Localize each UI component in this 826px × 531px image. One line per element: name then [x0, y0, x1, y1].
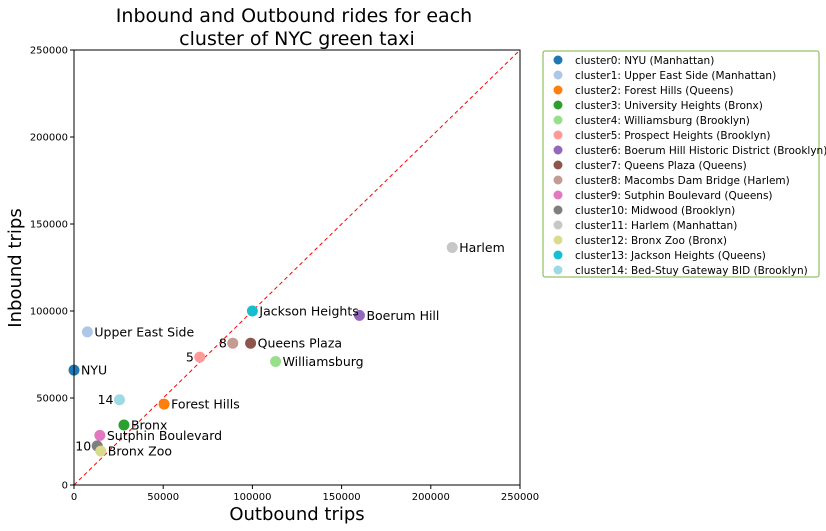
- y-tick-label: 200000: [30, 133, 68, 144]
- legend-marker-cluster6: [553, 145, 563, 155]
- legend-marker-cluster4: [553, 115, 563, 125]
- point-cluster5: [194, 351, 206, 363]
- point-label-cluster3: Bronx: [131, 417, 167, 432]
- point-cluster4: [270, 355, 282, 367]
- point-cluster11: [446, 241, 458, 253]
- point-label-cluster5: 5: [186, 350, 194, 365]
- legend-marker-cluster10: [553, 205, 563, 215]
- chart-title-line-1: Inbound and Outbound rides for each: [116, 5, 472, 27]
- y-tick-label: 100000: [30, 307, 68, 318]
- point-label-cluster14: 14: [98, 392, 114, 407]
- legend-marker-cluster14: [553, 265, 563, 275]
- point-label-cluster6: Boerum Hill: [366, 308, 439, 323]
- point-cluster1: [81, 326, 93, 338]
- legend-label-cluster0: cluster0: NYU (Manhattan): [575, 55, 714, 67]
- reference-diagonal-line: [73, 49, 521, 486]
- x-tick-label: 0: [71, 492, 77, 503]
- point-label-cluster8: 8: [219, 336, 227, 351]
- legend-label-cluster6: cluster6: Boerum Hill Historic District …: [575, 145, 826, 157]
- y-tick-label: 50000: [36, 394, 68, 405]
- point-cluster14: [113, 394, 125, 406]
- point-cluster6: [353, 309, 365, 321]
- chart-title-line-2: cluster of NYC green taxi: [179, 28, 415, 50]
- point-label-cluster2: Forest Hills: [171, 397, 240, 412]
- x-tick-label: 50000: [147, 492, 179, 503]
- y-axis-label: Inbound trips: [5, 208, 26, 327]
- legend-label-cluster4: cluster4: Williamsburg (Brooklyn): [575, 115, 750, 127]
- point-label-cluster1: Upper East Side: [94, 324, 194, 339]
- point-cluster3: [118, 419, 130, 431]
- legend-label-cluster14: cluster14: Bed-Stuy Gateway BID (Brookly…: [575, 265, 808, 277]
- point-cluster7: [245, 337, 257, 349]
- point-label-cluster4: Williamsburg: [283, 354, 364, 369]
- y-tick-label: 150000: [30, 220, 68, 231]
- point-cluster2: [158, 398, 170, 410]
- plot-frame: [73, 49, 521, 486]
- point-cluster13: [246, 305, 258, 317]
- point-label-cluster10: 10: [75, 438, 91, 453]
- x-tick-label: 250000: [501, 492, 539, 503]
- legend-label-cluster12: cluster12: Bronx Zoo (Bronx): [575, 235, 727, 247]
- x-axis-label: Outbound trips: [229, 504, 364, 525]
- legend-label-cluster2: cluster2: Forest Hills (Queens): [575, 85, 733, 97]
- point-label-cluster13: Jackson Heights: [258, 304, 358, 319]
- point-label-cluster9: Sutphin Boulevard: [107, 428, 222, 443]
- legend-label-cluster8: cluster8: Macombs Dam Bridge (Harlem): [575, 175, 790, 187]
- x-tick-label: 200000: [412, 492, 450, 503]
- y-tick-label: 0: [62, 481, 68, 492]
- legend-marker-cluster13: [553, 250, 563, 260]
- legend-label-cluster7: cluster7: Queens Plaza (Queens): [575, 160, 747, 172]
- legend-marker-cluster5: [553, 130, 563, 140]
- legend-frame: [542, 50, 820, 278]
- point-label-cluster0: NYU: [81, 363, 107, 378]
- y-tick-label: 250000: [30, 46, 68, 57]
- legend-label-cluster5: cluster5: Prospect Heights (Brooklyn): [575, 130, 770, 142]
- legend-label-cluster9: cluster9: Sutphin Boulevard (Queens): [575, 190, 773, 202]
- legend-marker-cluster7: [553, 160, 563, 170]
- legend-marker-cluster11: [553, 220, 563, 230]
- plot-area: NYU Upper East Side Forest Hills Bronx Willi…: [68, 49, 521, 486]
- point-cluster9: [94, 429, 106, 441]
- legend-label-cluster3: cluster3: University Heights (Bronx): [575, 100, 763, 112]
- legend-marker-cluster0: [553, 55, 563, 65]
- point-label-cluster7: Queens Plaza: [258, 336, 342, 351]
- legend-marker-cluster9: [553, 190, 563, 200]
- legend-marker-cluster8: [553, 175, 563, 185]
- x-tick-label: 100000: [233, 492, 271, 503]
- legend-label-cluster13: cluster13: Jackson Heights (Queens): [575, 250, 766, 262]
- legend: cluster0: NYU (Manhattan) cluster1: Upper…: [542, 50, 826, 278]
- legend-marker-cluster3: [553, 100, 563, 110]
- point-label-cluster12: Bronx Zoo: [108, 444, 172, 459]
- legend-label-cluster10: cluster10: Midwood (Brooklyn): [575, 205, 735, 217]
- point-cluster12: [95, 445, 107, 457]
- point-cluster8: [227, 337, 239, 349]
- legend-marker-cluster1: [553, 70, 563, 80]
- legend-label-cluster1: cluster1: Upper East Side (Manhattan): [575, 70, 776, 82]
- legend-label-cluster11: cluster11: Harlem (Manhattan): [575, 220, 737, 232]
- legend-marker-cluster2: [553, 85, 563, 95]
- point-label-cluster11: Harlem: [459, 240, 505, 255]
- legend-marker-cluster12: [553, 235, 563, 245]
- x-tick-label: 150000: [323, 492, 361, 503]
